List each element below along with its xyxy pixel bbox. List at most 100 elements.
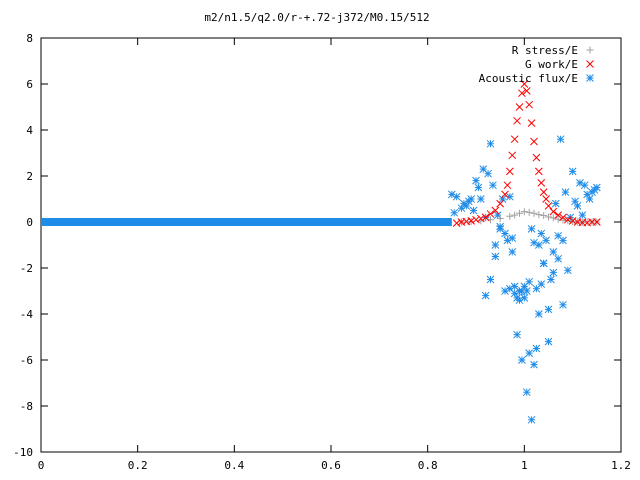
g-work-e-point — [525, 100, 534, 109]
acoustic-flux-e-point — [551, 199, 560, 208]
y-tick-label: -10 — [13, 446, 33, 459]
acoustic-flux-e-point — [481, 291, 490, 300]
r-stress-e-point — [525, 208, 533, 216]
acoustic-flux-e-point — [561, 188, 570, 196]
g-work-e-point — [527, 119, 536, 127]
x-tick-label: 0.8 — [418, 459, 438, 472]
x-tick-label: 0.6 — [321, 459, 341, 472]
y-tick-label: 8 — [26, 32, 33, 45]
acoustic-flux-e-point — [556, 135, 565, 144]
g-work-e-point — [542, 195, 550, 203]
y-tick-label: -8 — [20, 400, 33, 413]
y-tick-label: 4 — [26, 124, 33, 137]
r-stress-e-point — [535, 211, 543, 219]
g-work-e-point — [508, 151, 517, 160]
acoustic-flux-e-point — [544, 337, 553, 346]
r-stress-e-point — [511, 211, 519, 219]
acoustic-flux-e-point — [518, 356, 526, 364]
acoustic-flux-e-point — [496, 225, 505, 233]
g-work-e-point — [486, 210, 495, 218]
acoustic-flux-e-point — [515, 296, 524, 305]
g-work-e-point — [532, 153, 541, 162]
g-work-e-point — [515, 103, 524, 111]
g-work-e-point — [563, 215, 572, 224]
acoustic-flux-e-point — [525, 349, 534, 357]
acoustic-flux-e-point — [534, 241, 543, 249]
x-tick-label: 0 — [38, 459, 45, 472]
plot-marks — [41, 80, 601, 424]
g-work-e-point — [503, 181, 512, 190]
g-work-e-point — [501, 190, 509, 199]
g-work-e-point — [522, 87, 531, 95]
acoustic-flux-e-point — [522, 287, 531, 295]
acoustic-flux-e-point — [452, 192, 461, 201]
chart-title: m2/n1.5/q2.0/r-+.72-j372/M0.15/512 — [204, 11, 429, 24]
r-stress-e-point — [564, 217, 572, 225]
legend-marker — [586, 60, 594, 68]
g-work-e-point — [518, 89, 526, 98]
acoustic-flux-e-point — [542, 236, 550, 245]
g-work-e-point — [534, 167, 543, 176]
acoustic-flux-e-point — [486, 139, 495, 148]
g-work-e-point — [530, 137, 538, 146]
y-tick-label: -4 — [20, 308, 34, 321]
r-stress-e-point — [545, 213, 552, 221]
legend-label: Acoustic flux/E — [479, 72, 578, 85]
acoustic-flux-e-point — [554, 254, 563, 263]
acoustic-flux-e-point — [474, 183, 483, 192]
g-work-e-point — [481, 213, 490, 222]
x-tick-label: 0.2 — [128, 459, 148, 472]
acoustic-flux-e-point — [547, 275, 555, 284]
g-work-e-point — [592, 218, 601, 226]
acoustic-flux-e-point — [450, 208, 459, 217]
g-work-e-point — [505, 167, 514, 176]
acoustic-flux-e-point — [585, 195, 594, 203]
acoustic-flux-e-point — [549, 268, 558, 277]
acoustic-flux-e-point — [544, 305, 553, 314]
acoustic-flux-e-point — [592, 183, 601, 192]
acoustic-flux-e-point — [522, 388, 531, 397]
acoustic-flux-e-point — [467, 195, 476, 203]
acoustic-flux-e-point — [537, 229, 546, 238]
g-work-e-point — [513, 116, 521, 125]
legend-marker — [586, 74, 594, 82]
r-stress-e-point — [506, 212, 514, 220]
acoustic-flux-e-point — [513, 330, 521, 339]
legend-label: G work/E — [525, 58, 578, 71]
acoustic-flux-e-point — [472, 176, 480, 185]
acoustic-flux-e-point — [527, 225, 536, 233]
acoustic-flux-e-point — [580, 181, 589, 190]
g-work-e-point — [544, 202, 553, 210]
y-tick-label: -2 — [20, 262, 33, 275]
acoustic-flux-e-point — [573, 202, 582, 210]
g-work-e-point — [559, 213, 567, 222]
acoustic-flux-e-point — [491, 241, 500, 249]
g-work-e-point — [539, 188, 548, 196]
acoustic-flux-e-point — [476, 195, 485, 203]
r-stress-e-point — [516, 209, 523, 217]
x-tick-label: 1.2 — [611, 459, 631, 472]
x-tick-label: 0.4 — [224, 459, 244, 472]
legend-marker — [586, 46, 594, 54]
acoustic-flux-e-point — [532, 344, 541, 353]
acoustic-flux-e-point — [530, 360, 538, 369]
acoustic-flux-e-point — [527, 415, 536, 424]
x-tick-label: 1 — [521, 459, 528, 472]
acoustic-flux-e-point — [508, 248, 517, 256]
acoustic-flux-e-point — [489, 181, 497, 190]
y-tick-label: -6 — [20, 354, 33, 367]
acoustic-flux-e-point — [486, 275, 495, 284]
y-tick-label: 6 — [26, 78, 33, 91]
g-work-e-point — [467, 216, 476, 225]
acoustic-flux-e-point — [532, 284, 541, 293]
y-tick-label: 0 — [26, 216, 33, 229]
acoustic-flux-e-point — [469, 206, 478, 215]
g-work-e-point — [510, 135, 519, 144]
acoustic-flux-zero-band — [41, 218, 452, 226]
acoustic-flux-e-point — [578, 211, 587, 219]
g-work-e-point — [568, 216, 577, 225]
g-work-e-point — [472, 215, 480, 224]
acoustic-flux-e-point — [563, 266, 572, 275]
